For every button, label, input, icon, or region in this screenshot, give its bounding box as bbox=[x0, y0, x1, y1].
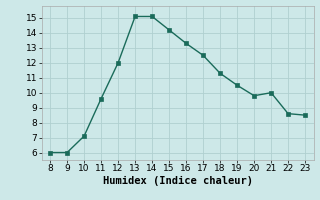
X-axis label: Humidex (Indice chaleur): Humidex (Indice chaleur) bbox=[103, 176, 252, 186]
